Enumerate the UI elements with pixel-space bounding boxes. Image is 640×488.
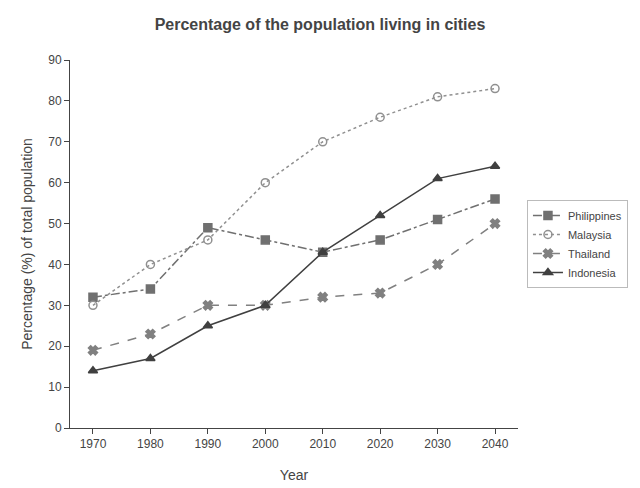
svg-text:2020: 2020 xyxy=(367,437,394,451)
svg-text:Percentage (%) of total popula: Percentage (%) of total population xyxy=(19,138,35,350)
svg-text:1980: 1980 xyxy=(137,437,164,451)
svg-text:Malaysia: Malaysia xyxy=(568,229,612,241)
svg-text:2040: 2040 xyxy=(482,437,509,451)
svg-text:2030: 2030 xyxy=(424,437,451,451)
svg-text:70: 70 xyxy=(48,135,62,149)
svg-text:30: 30 xyxy=(48,299,62,313)
svg-text:80: 80 xyxy=(48,94,62,108)
svg-text:Percentage of the population l: Percentage of the population living in c… xyxy=(155,16,486,33)
svg-text:Thailand: Thailand xyxy=(568,248,610,260)
svg-text:Year: Year xyxy=(280,467,309,483)
svg-text:Indonesia: Indonesia xyxy=(568,267,617,279)
svg-text:1990: 1990 xyxy=(194,437,221,451)
svg-text:Philippines: Philippines xyxy=(568,210,622,222)
svg-text:40: 40 xyxy=(48,258,62,272)
svg-text:10: 10 xyxy=(48,380,62,394)
svg-text:50: 50 xyxy=(48,217,62,231)
svg-text:0: 0 xyxy=(55,421,62,435)
svg-text:90: 90 xyxy=(48,53,62,67)
svg-text:2000: 2000 xyxy=(252,437,279,451)
svg-text:1970: 1970 xyxy=(80,437,107,451)
svg-text:20: 20 xyxy=(48,339,62,353)
svg-text:60: 60 xyxy=(48,176,62,190)
svg-text:2010: 2010 xyxy=(309,437,336,451)
